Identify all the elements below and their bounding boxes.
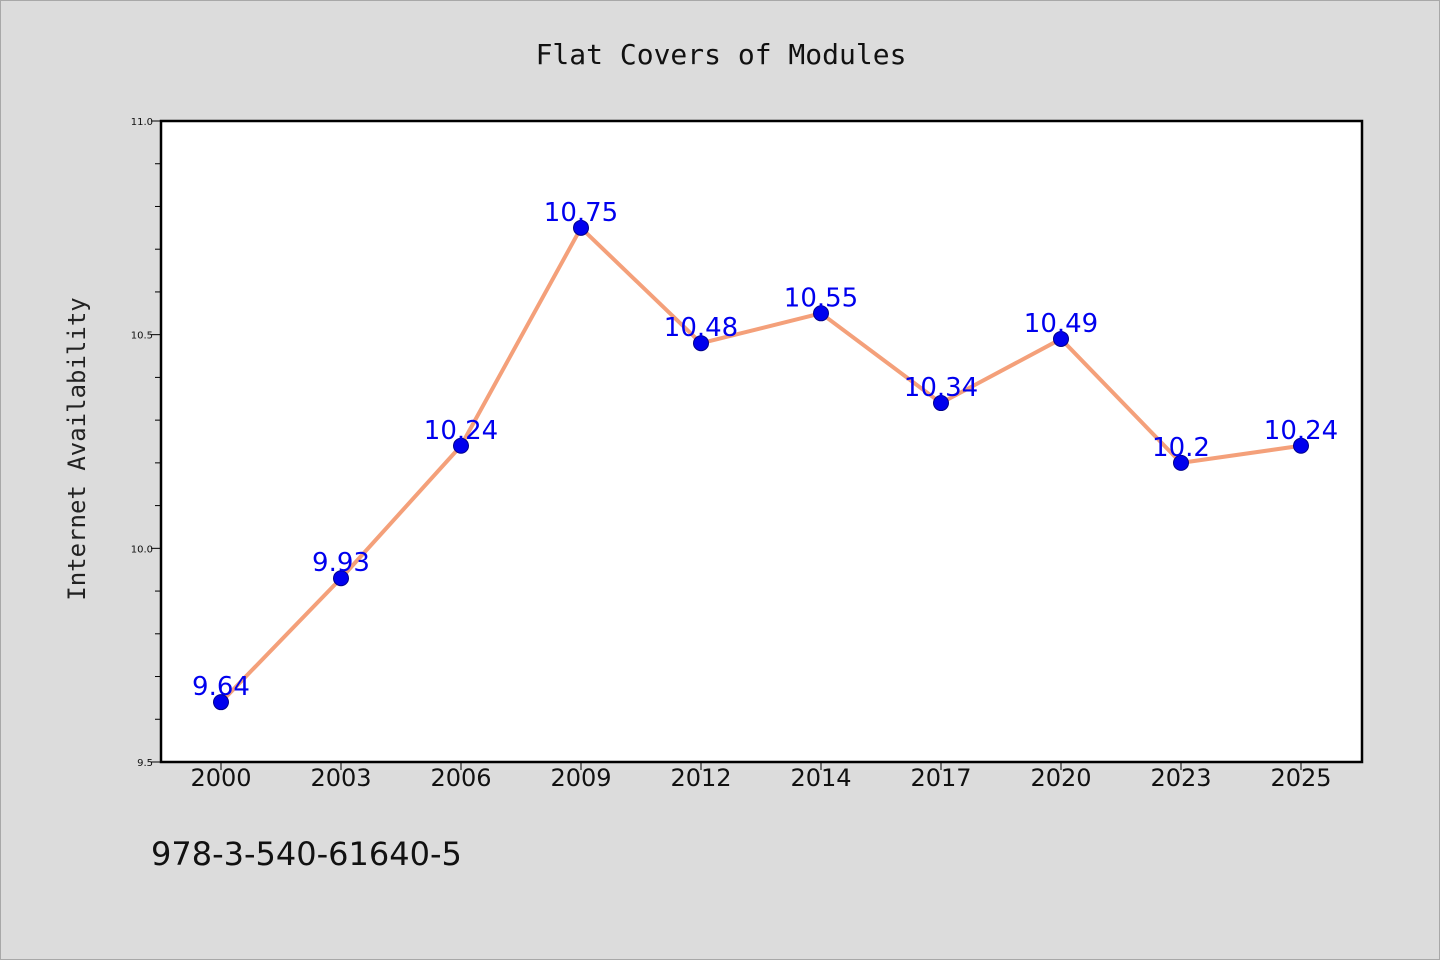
data-label: 10.55 [784, 283, 858, 313]
chart-title: Flat Covers of Modules [536, 38, 907, 71]
x-tick-label: 2023 [1150, 764, 1211, 792]
data-point [1293, 437, 1309, 454]
x-axis-ticks: 2000 2003 2006 2009 2012 2014 2017 2020 2023 2025 [190, 762, 1332, 792]
data-point [1173, 454, 1189, 471]
footnote-isbn: 978-3-540-61640-5 [151, 835, 462, 873]
y-tick-label: 10.0 [131, 544, 153, 555]
x-tick-label: 2014 [790, 764, 851, 792]
data-label: 10.49 [1024, 309, 1098, 339]
data-point [333, 570, 349, 587]
data-label: 9.64 [192, 672, 250, 702]
y-tick-label: 9.5 [137, 758, 153, 769]
y-tick-label: 10.5 [131, 331, 153, 342]
data-label: 10.2 [1152, 433, 1210, 463]
x-tick-label: 2009 [550, 764, 611, 792]
x-tick-label: 2025 [1270, 764, 1331, 792]
data-label: 10.48 [664, 313, 738, 343]
series-line-group [219, 225, 1303, 705]
data-label: 9.93 [312, 548, 370, 578]
y-tick-label: 11.0 [131, 117, 153, 128]
data-point [453, 437, 469, 454]
x-tick-label: 2012 [670, 764, 731, 792]
series-line [219, 225, 1303, 705]
x-tick-label: 2003 [310, 764, 371, 792]
x-tick-label: 2020 [1030, 764, 1091, 792]
data-point [573, 219, 589, 236]
data-point [213, 694, 229, 711]
x-tick-label: 2017 [910, 764, 971, 792]
data-labels: 9.64 9.93 10.24 10.75 10.48 10.55 10.34 10.49 10… [192, 198, 1338, 702]
data-label: 10.34 [904, 373, 978, 403]
data-point [1053, 330, 1069, 347]
y-axis-ticks: 9.5 10.0 10.5 11.0 [131, 117, 161, 769]
series-markers [213, 219, 1309, 711]
data-label: 10.75 [544, 198, 618, 228]
data-point [933, 395, 949, 412]
data-label: 10.24 [1264, 416, 1338, 446]
x-tick-label: 2006 [430, 764, 491, 792]
data-label: 10.24 [424, 416, 498, 446]
data-point [693, 335, 709, 352]
x-tick-label: 2000 [190, 764, 251, 792]
data-point [813, 305, 829, 322]
y-axis-label: Internet Availability [63, 297, 91, 600]
